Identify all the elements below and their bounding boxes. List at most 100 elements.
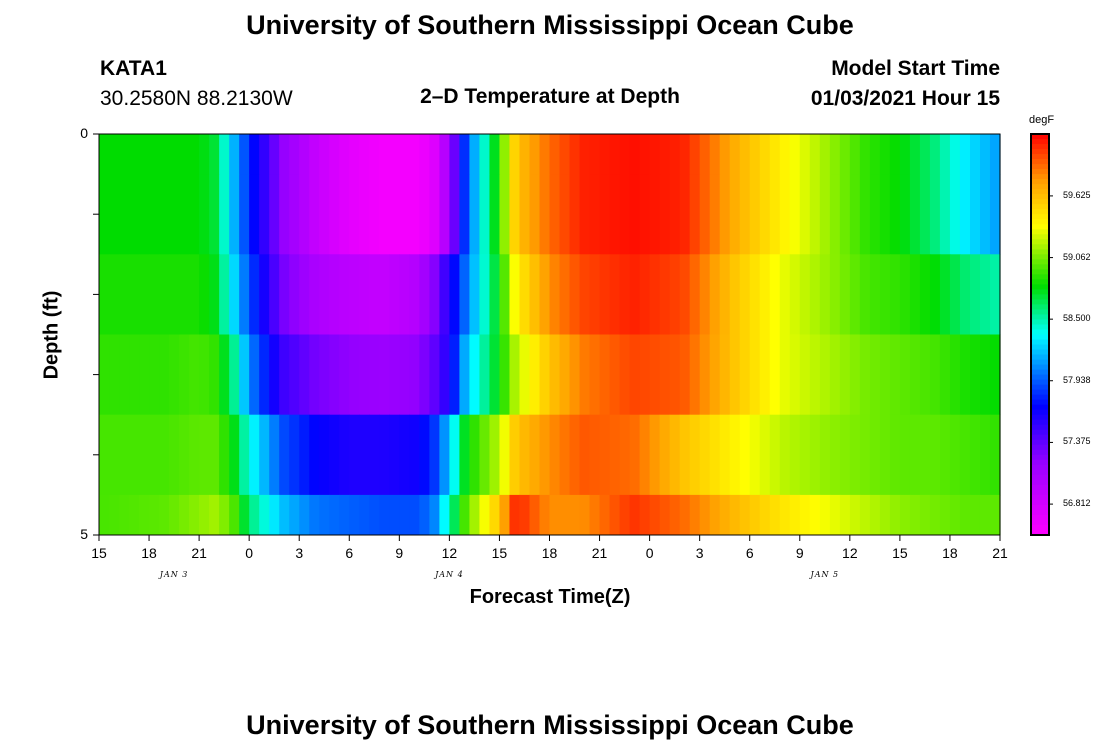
heatmap-cell <box>549 494 561 536</box>
heatmap-cell <box>289 414 300 496</box>
heatmap-cell <box>669 134 681 175</box>
heatmap-cell <box>769 414 781 496</box>
heatmap-cell <box>809 494 821 536</box>
heatmap-cell <box>349 134 360 175</box>
heatmap-cell <box>759 334 771 416</box>
heatmap-cell <box>99 334 110 416</box>
heatmap-cell <box>129 414 140 496</box>
x-tick-label: 0 <box>245 545 254 561</box>
colorbar-segment <box>1031 349 1049 356</box>
heatmap-cell <box>559 494 571 536</box>
heatmap-cell <box>739 334 751 416</box>
heatmap-cell <box>699 134 711 175</box>
heatmap-cell <box>949 254 961 335</box>
heatmap-cell <box>909 414 921 496</box>
colorbar-segment <box>1031 234 1049 240</box>
x-tick-label: 21 <box>591 545 608 561</box>
heatmap-cell <box>109 414 120 496</box>
heatmap-cell <box>979 134 991 175</box>
heatmap-cell <box>219 134 230 175</box>
heatmap-cell <box>819 254 831 335</box>
colorbar-segment <box>1031 284 1049 290</box>
heatmap-cell <box>649 174 661 255</box>
heatmap-cell <box>789 174 801 255</box>
heatmap-cell <box>619 334 631 416</box>
heatmap-cell <box>619 254 631 335</box>
heatmap-cell <box>99 174 110 255</box>
heatmap-cell <box>629 414 641 496</box>
heatmap-cell <box>919 134 931 175</box>
heatmap-cell <box>359 414 370 496</box>
colorbar-segment <box>1031 244 1049 250</box>
heatmap-cell <box>199 334 210 416</box>
heatmap-cell <box>859 494 871 536</box>
heatmap-cell <box>719 254 731 335</box>
colorbar-segment <box>1031 464 1049 471</box>
heatmap-cell <box>119 174 130 255</box>
heatmap-cell <box>919 174 931 255</box>
heatmap-cell <box>359 134 370 175</box>
heatmap-cell <box>339 134 350 175</box>
heatmap-cell <box>479 334 491 416</box>
colorbar-segment <box>1031 254 1049 260</box>
colorbar-segment <box>1031 389 1049 396</box>
colorbar-segment <box>1031 519 1049 526</box>
heatmap-cell <box>589 174 601 255</box>
heatmap-cell <box>539 254 551 335</box>
heatmap-cell <box>729 494 741 536</box>
station-id: KATA1 <box>100 57 167 80</box>
heatmap-cell <box>279 134 290 175</box>
heatmap-cell <box>159 254 170 335</box>
colorbar-segment <box>1031 164 1049 170</box>
heatmap-cell <box>939 334 951 416</box>
heatmap-cell <box>429 414 440 496</box>
heatmap-cell <box>929 414 941 496</box>
heatmap-cell <box>529 134 541 175</box>
heatmap-cell <box>619 174 631 255</box>
heatmap-cell <box>949 174 961 255</box>
heatmap-cell <box>669 494 681 536</box>
heatmap-cell <box>209 414 220 496</box>
heatmap-cell <box>659 174 671 255</box>
heatmap-cell <box>249 334 260 416</box>
heatmap-cell <box>499 334 511 416</box>
heatmap-cell <box>149 334 160 416</box>
heatmap-cell <box>599 254 611 335</box>
heatmap-cell <box>699 494 711 536</box>
heatmap-cell <box>469 174 481 255</box>
heatmap-cell <box>869 334 881 416</box>
heatmap-cell <box>629 334 641 416</box>
heatmap-cell <box>849 134 861 175</box>
heatmap-cell <box>759 494 771 536</box>
heatmap-cell <box>659 494 671 536</box>
heatmap-cell <box>239 334 250 416</box>
heatmap-cell <box>769 254 781 335</box>
colorbar-segment <box>1031 529 1049 536</box>
heatmap-cell <box>329 414 340 496</box>
heatmap-cell <box>609 134 621 175</box>
heatmap-cell <box>879 174 891 255</box>
heatmap-cell <box>149 494 160 536</box>
heatmap-cell <box>309 134 320 175</box>
heatmap-cell <box>249 134 260 175</box>
heatmap-cell <box>119 414 130 496</box>
heatmap-cell <box>199 134 210 175</box>
heatmap-cell <box>149 414 160 496</box>
heatmap-cell <box>939 134 951 175</box>
heatmap-cell <box>769 494 781 536</box>
heatmap-cell <box>529 494 541 536</box>
heatmap-cell <box>909 254 921 335</box>
heatmap-cell <box>749 334 761 416</box>
heatmap-cell <box>639 494 651 536</box>
heatmap-cell <box>469 494 481 536</box>
heatmap-cell <box>599 134 611 175</box>
heatmap-cell <box>389 134 400 175</box>
heatmap-cell <box>549 174 561 255</box>
heatmap-cell <box>299 334 310 416</box>
heatmap-cell <box>439 134 450 175</box>
heatmap-cell <box>589 494 601 536</box>
heatmap-cell <box>929 334 941 416</box>
heatmap-cell <box>779 174 791 255</box>
x-tick-label: 9 <box>395 545 404 561</box>
heatmap-cell <box>189 134 200 175</box>
